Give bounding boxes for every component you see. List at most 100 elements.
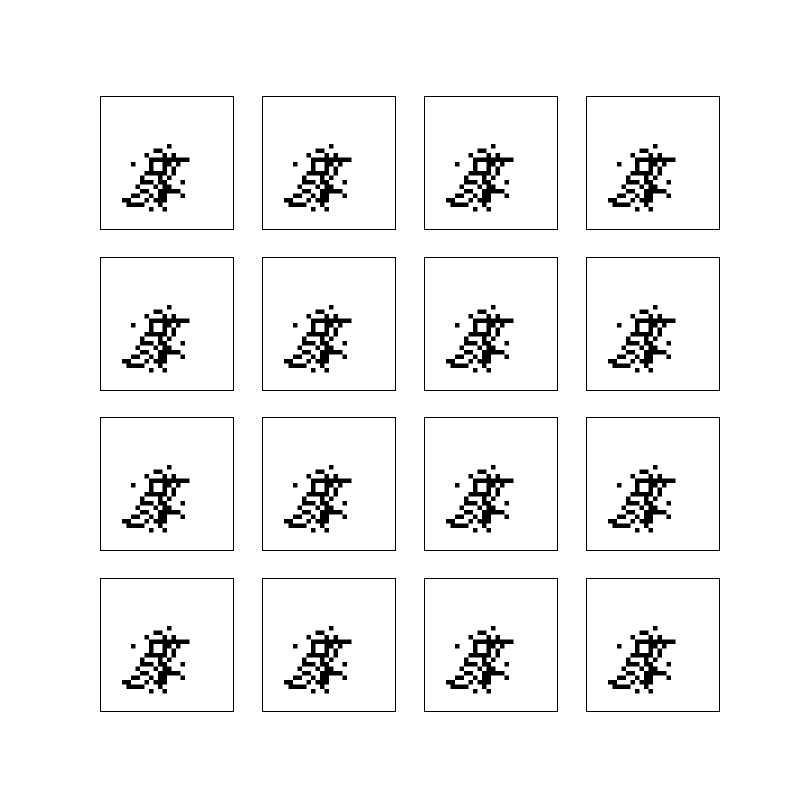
sample-pixel	[648, 350, 653, 355]
sample-pixel	[311, 487, 316, 492]
sample-pixel	[482, 684, 487, 689]
sample-pixel	[477, 653, 482, 658]
sample-pixel	[324, 341, 329, 346]
sample-pixel	[171, 639, 176, 644]
sample-pixel	[162, 180, 167, 185]
sample-pixel	[653, 465, 658, 470]
sample-pixel	[135, 184, 140, 189]
sample-pixel	[644, 639, 649, 644]
sample-pixel	[180, 157, 185, 162]
sample-pixel	[482, 171, 487, 176]
sample-pixel	[630, 635, 635, 640]
sample-image	[122, 305, 190, 373]
sample-pixel	[158, 657, 163, 662]
sample-pixel	[167, 671, 172, 676]
sample-pixel	[320, 318, 325, 323]
sample-pixel	[468, 519, 473, 524]
sample-pixel	[653, 323, 658, 328]
sample-pixel	[612, 198, 617, 203]
sample-pixel	[482, 510, 487, 515]
sample-pixel	[644, 514, 649, 519]
sample-image	[122, 626, 190, 694]
sample-pixel	[176, 510, 181, 515]
sample-pixel	[626, 180, 631, 185]
sample-pixel	[621, 184, 626, 189]
sample-pixel	[176, 318, 181, 323]
sample-pixel	[459, 505, 464, 510]
sample-pixel	[158, 469, 163, 474]
sample-pixel	[482, 514, 487, 519]
sample-pixel	[473, 501, 478, 506]
sample-pixel	[621, 354, 626, 359]
sample-pixel	[293, 514, 298, 519]
sample-pixel	[153, 505, 158, 510]
sample-pixel	[666, 318, 671, 323]
sample-pixel	[306, 501, 311, 506]
sample-pixel	[149, 689, 154, 694]
sample-pixel	[324, 635, 329, 640]
sample-pixel	[504, 318, 509, 323]
sample-pixel	[635, 166, 640, 171]
sample-pixel	[131, 684, 136, 689]
sample-pixel	[486, 180, 491, 185]
sample-pixel	[149, 327, 154, 332]
sample-pixel	[320, 680, 325, 685]
sample-pixel	[311, 180, 316, 185]
sample-pixel	[491, 671, 496, 676]
sample-pixel	[644, 675, 649, 680]
sample-pixel	[450, 359, 455, 364]
sample-pixel	[320, 198, 325, 203]
sample-pixel	[486, 207, 491, 212]
sample-pixel	[653, 184, 658, 189]
sample-pixel	[324, 368, 329, 373]
sample-pixel	[635, 675, 640, 680]
sample-pixel	[135, 202, 140, 207]
sample-pixel	[653, 305, 658, 310]
sample-pixel	[648, 675, 653, 680]
sample-pixel	[639, 519, 644, 524]
sample-pixel	[648, 478, 653, 483]
sample-pixel	[648, 341, 653, 346]
sample-pixel	[162, 341, 167, 346]
sample-pixel	[324, 327, 329, 332]
sample-pixel	[653, 189, 658, 194]
sample-pixel	[149, 323, 154, 328]
sample-pixel	[500, 162, 505, 167]
sample-pixel	[491, 184, 496, 189]
sample-pixel	[320, 469, 325, 474]
sample-pixel	[630, 350, 635, 355]
sample-pixel	[500, 157, 505, 162]
sample-pixel	[477, 469, 482, 474]
sample-pixel	[315, 505, 320, 510]
sample-pixel	[329, 465, 334, 470]
sample-pixel	[176, 639, 181, 644]
sample-pixel	[648, 327, 653, 332]
sample-pixel	[486, 635, 491, 640]
sample-pixel	[648, 492, 653, 497]
sample-pixel	[288, 202, 293, 207]
sample-pixel	[176, 483, 181, 488]
sample-pixel	[324, 528, 329, 533]
sample-panel	[100, 257, 234, 391]
sample-pixel	[131, 323, 136, 328]
sample-image	[284, 626, 352, 694]
sample-pixel	[162, 368, 167, 373]
sample-pixel	[324, 345, 329, 350]
sample-pixel	[621, 666, 626, 671]
sample-pixel	[635, 689, 640, 694]
sample-pixel	[644, 202, 649, 207]
sample-pixel	[455, 363, 460, 368]
sample-pixel	[158, 496, 163, 501]
sample-pixel	[648, 354, 653, 359]
sample-pixel	[477, 666, 482, 671]
sample-pixel	[635, 492, 640, 497]
sample-pixel	[657, 478, 662, 483]
sample-pixel	[473, 648, 478, 653]
sample-pixel	[167, 510, 172, 515]
sample-pixel	[320, 332, 325, 337]
sample-pixel	[162, 350, 167, 355]
sample-pixel	[626, 510, 631, 515]
sample-pixel	[644, 492, 649, 497]
sample-pixel	[329, 189, 334, 194]
sample-pixel	[635, 193, 640, 198]
